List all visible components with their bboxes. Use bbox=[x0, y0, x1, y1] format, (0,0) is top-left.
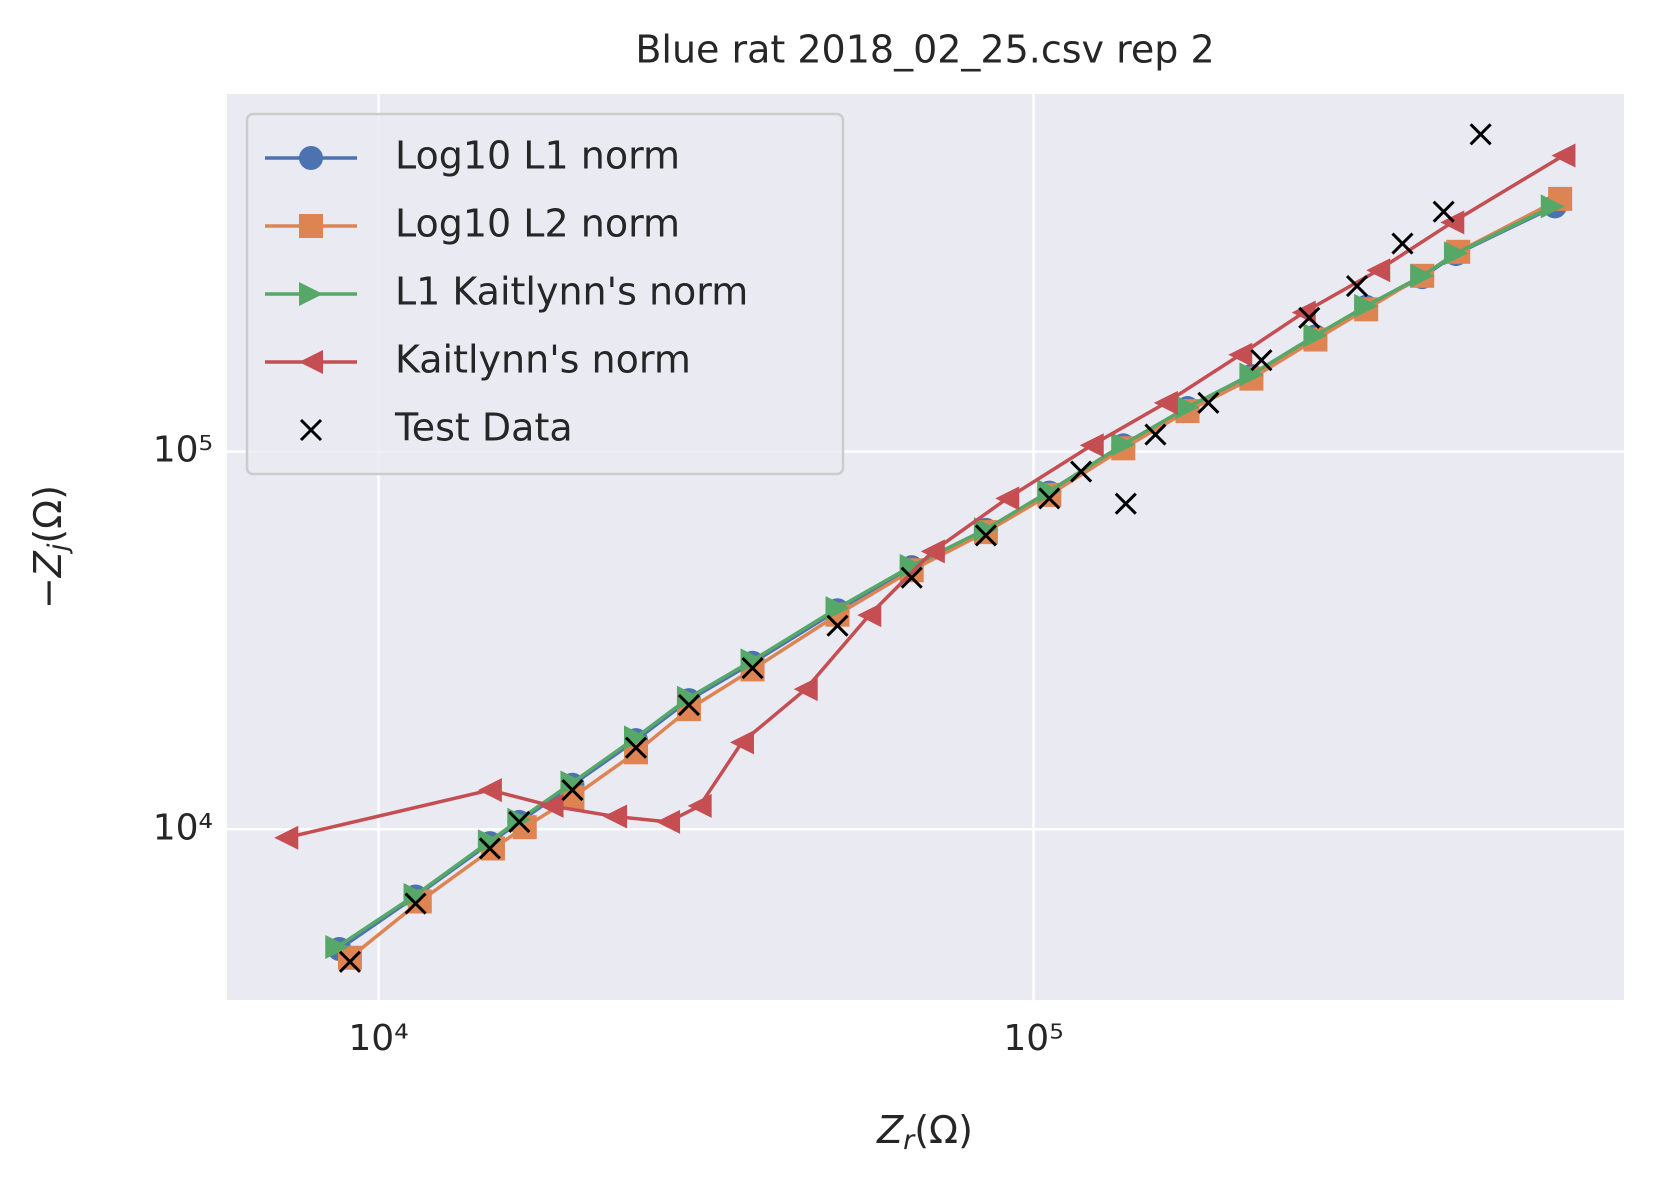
marker bbox=[825, 596, 850, 621]
marker bbox=[920, 539, 945, 564]
marker bbox=[995, 486, 1020, 511]
marker bbox=[974, 524, 997, 547]
y-label-unit: (Ω) bbox=[26, 485, 70, 544]
y-tick-label: 10⁵ bbox=[153, 430, 213, 471]
marker bbox=[1079, 433, 1104, 458]
marker bbox=[741, 657, 764, 680]
marker bbox=[676, 685, 701, 710]
marker bbox=[1432, 200, 1455, 223]
legend-label: L1 Kaitlynn's norm bbox=[395, 270, 748, 314]
x-axis-label: Zr(Ω) bbox=[876, 1108, 973, 1156]
y-axis-label: −Zj(Ω) bbox=[26, 485, 74, 609]
marker bbox=[299, 282, 323, 306]
marker bbox=[1298, 306, 1321, 329]
legend-box bbox=[245, 112, 845, 476]
y-tick-label: 10⁴ bbox=[153, 807, 213, 848]
marker bbox=[299, 350, 323, 374]
marker bbox=[507, 807, 532, 832]
marker bbox=[477, 829, 502, 854]
marker bbox=[1469, 123, 1492, 146]
marker bbox=[1038, 487, 1061, 510]
marker bbox=[508, 810, 531, 833]
marker bbox=[1391, 232, 1414, 255]
x-label-base: Z bbox=[876, 1108, 904, 1152]
marker bbox=[477, 778, 502, 803]
marker bbox=[1037, 479, 1062, 504]
legend-label: Kaitlynn's norm bbox=[395, 338, 691, 382]
marker bbox=[677, 693, 701, 717]
marker bbox=[338, 950, 362, 973]
marker bbox=[299, 214, 323, 238]
marker bbox=[1303, 323, 1328, 348]
marker bbox=[740, 648, 765, 673]
marker bbox=[1228, 342, 1253, 367]
marker bbox=[299, 418, 323, 442]
legend-label: Log10 L2 norm bbox=[395, 202, 680, 246]
x-label-unit: (Ω) bbox=[914, 1108, 973, 1152]
marker bbox=[793, 677, 818, 702]
marker bbox=[478, 837, 501, 860]
marker bbox=[1153, 390, 1178, 415]
legend-label: Test Data bbox=[394, 406, 573, 450]
marker bbox=[561, 779, 584, 802]
marker bbox=[539, 793, 564, 818]
x-tick-label: 10⁵ bbox=[1003, 1018, 1063, 1059]
marker bbox=[603, 804, 628, 829]
x-tick-label: 10⁴ bbox=[348, 1018, 408, 1059]
chart-title: Blue rat 2018_02_25.csv rep 2 bbox=[635, 28, 1214, 72]
marker bbox=[1250, 349, 1273, 372]
marker bbox=[1114, 492, 1137, 515]
marker bbox=[1366, 258, 1391, 283]
marker bbox=[1354, 293, 1379, 318]
marker bbox=[325, 934, 350, 959]
marker bbox=[624, 736, 648, 759]
y-label-base: −Z bbox=[26, 550, 70, 609]
marks bbox=[274, 123, 1576, 973]
marker bbox=[1443, 241, 1468, 266]
marker bbox=[274, 825, 299, 850]
marker bbox=[1551, 143, 1576, 168]
marker bbox=[1175, 395, 1200, 420]
marker bbox=[826, 614, 849, 637]
series-line bbox=[285, 153, 1565, 840]
marker bbox=[1070, 460, 1093, 483]
marker bbox=[299, 146, 323, 170]
marker bbox=[560, 770, 585, 795]
marker bbox=[404, 892, 427, 915]
legend-label: Log10 L1 norm bbox=[395, 134, 680, 178]
marker bbox=[973, 517, 998, 542]
marker bbox=[900, 566, 923, 589]
marker bbox=[656, 809, 681, 834]
marker bbox=[1345, 275, 1369, 298]
marker bbox=[1540, 194, 1565, 219]
marker bbox=[1239, 362, 1264, 387]
marker bbox=[857, 603, 882, 628]
marker bbox=[1197, 391, 1220, 414]
marker bbox=[1410, 263, 1435, 288]
marker bbox=[1111, 432, 1136, 457]
x-label-sub: r bbox=[903, 1125, 916, 1156]
marker bbox=[687, 793, 712, 818]
marker bbox=[1144, 423, 1167, 446]
marker bbox=[729, 730, 754, 755]
marker bbox=[403, 882, 428, 907]
legend: Log10 L1 norm Log10 L2 norm L1 Kaitlynn's … bbox=[245, 112, 845, 476]
